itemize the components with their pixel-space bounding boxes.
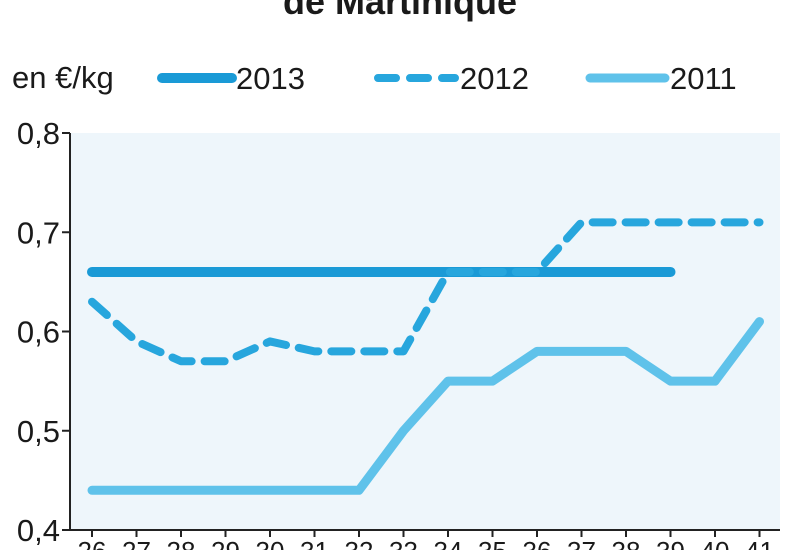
x-tick-label: 35: [478, 536, 507, 550]
x-tick-label: 38: [612, 536, 641, 550]
y-tick-label: 0,6: [17, 315, 60, 350]
x-tick-label: 28: [167, 536, 196, 550]
x-tick-label: 36: [523, 536, 552, 550]
series-line-2011: [87, 317, 764, 495]
chart-title: de Martinique: [283, 0, 517, 22]
legend-label-2013: 2013: [236, 61, 305, 96]
series-lines: [87, 218, 764, 495]
y-tick-label: 0,5: [17, 414, 60, 449]
x-tick-label: 32: [345, 536, 374, 550]
x-tick-label: 34: [434, 536, 463, 550]
x-tick-label: 26: [78, 536, 107, 550]
axis-ticks: 0,4 0,5 0,6 0,7 0,8 26 27 28 29 30 31 32 33 34 35 36 37 3…: [17, 116, 774, 550]
x-tick-label: 39: [656, 536, 685, 550]
x-tick-label: 37: [567, 536, 596, 550]
y-unit-label: en €/kg: [12, 60, 114, 95]
y-tick-label: 0,7: [17, 215, 60, 250]
y-tick-label: 0,4: [17, 513, 60, 548]
x-tick-label: 31: [300, 536, 329, 550]
legend-label-2011: 2011: [670, 61, 737, 96]
y-tick-label: 0,8: [17, 116, 60, 151]
x-tick-label: 41: [745, 536, 774, 550]
legend: 2013 2012 2011: [157, 61, 737, 96]
x-tick-label: 40: [701, 536, 730, 550]
x-tick-label: 30: [256, 536, 285, 550]
x-tick-label: 29: [211, 536, 240, 550]
series-line-2012: [88, 218, 764, 366]
x-tick-label: 27: [122, 536, 151, 550]
plot-area: [70, 133, 780, 530]
legend-label-2012: 2012: [460, 61, 529, 96]
x-tick-label: 33: [389, 536, 418, 550]
